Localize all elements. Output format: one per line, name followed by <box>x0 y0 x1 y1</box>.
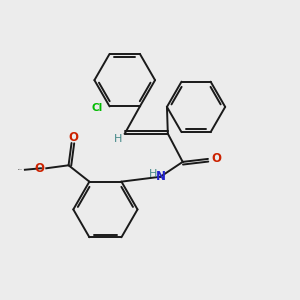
Text: methyl: methyl <box>18 169 22 170</box>
Text: N: N <box>155 170 165 183</box>
Text: H: H <box>149 169 157 179</box>
Text: H: H <box>114 134 122 144</box>
Text: Cl: Cl <box>92 103 103 113</box>
Text: O: O <box>35 162 45 175</box>
Text: O: O <box>212 152 221 165</box>
Text: O: O <box>68 131 78 144</box>
